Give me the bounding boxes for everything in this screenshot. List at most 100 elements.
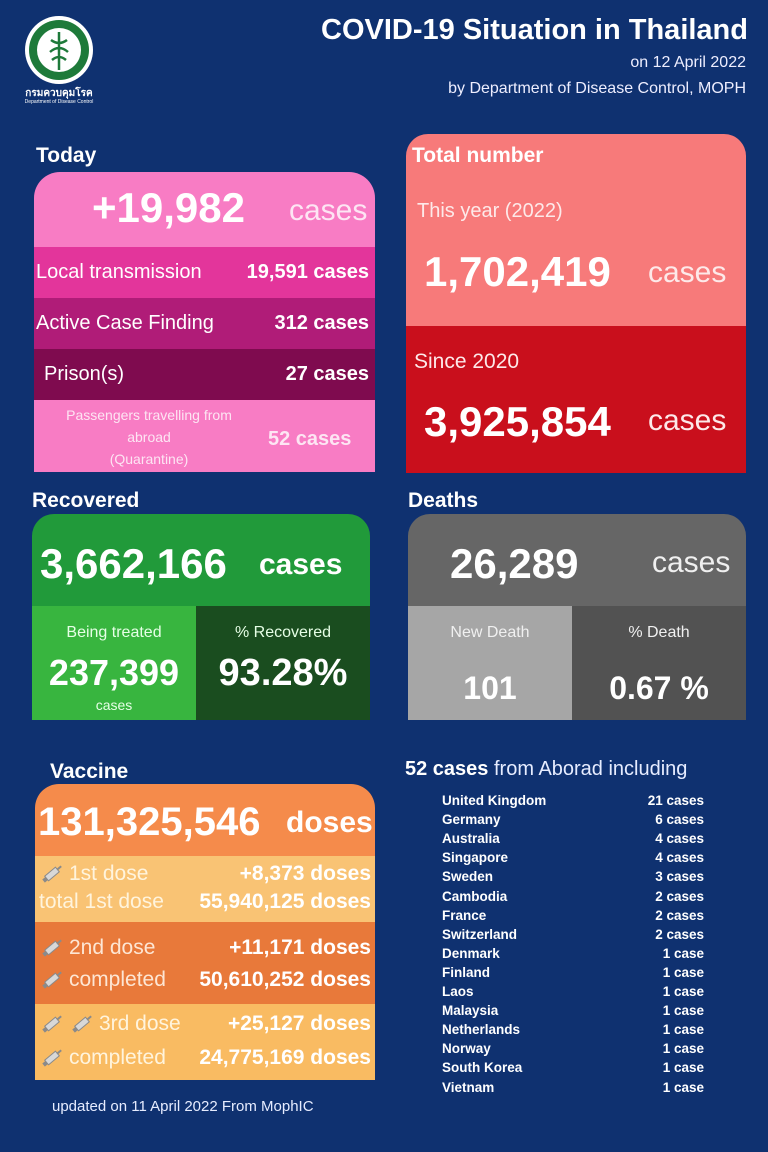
country-row: Sweden 3 cases [442, 869, 704, 884]
dose1-line: 1st dose +8,373 doses [35, 862, 375, 886]
dose1-label-wrap: 1st dose [39, 862, 148, 886]
country-row: Netherlands 1 case [442, 1022, 704, 1037]
country-cases: 1 case [662, 1079, 704, 1095]
pct-death-label: % Death [628, 624, 690, 641]
country-name: Sweden [442, 869, 494, 885]
country-cases: 1 case [662, 1003, 704, 1019]
dose3-total-label: completed [69, 1046, 166, 1069]
dose1-total-value: 55,940,125 doses [199, 890, 371, 913]
total-title: Total number [412, 144, 544, 167]
pct-recovered-label: % Recovered [234, 624, 332, 641]
vaccine-total-panel [35, 784, 375, 856]
country-cases: 2 cases [655, 888, 704, 904]
today-row-label: Local transmission [36, 261, 202, 283]
pct-death-panel [572, 606, 746, 720]
country-name: Malaysia [442, 1003, 499, 1019]
country-name: Cambodia [442, 888, 508, 904]
country-row: Norway 1 case [442, 1041, 704, 1056]
being-treated-label: Being treated [66, 624, 162, 641]
logo-english-text: Department of Disease Control [24, 99, 94, 105]
country-name: Netherlands [442, 1022, 521, 1038]
total-year-panel [406, 134, 746, 326]
dose3-panel: 3rd dose +25,127 doses completed 24,775,… [35, 1004, 375, 1080]
being-treated-unit: cases [95, 697, 133, 713]
country-row: Vietnam 1 case [442, 1080, 704, 1095]
today-row-value: 27 cases [285, 363, 369, 385]
recovered-value: 3,662,166 [40, 540, 227, 587]
total-since-label: Since 2020 [414, 350, 520, 373]
vaccine-updated-note: updated on 11 April 2022 From MophIC [52, 1098, 314, 1115]
recovered-unit: cases [259, 548, 343, 581]
dose2-total-value: 50,610,252 doses [199, 968, 371, 991]
syringe-icon [42, 1049, 62, 1067]
today-row-value: 312 cases [274, 312, 369, 334]
country-name: France [442, 907, 487, 923]
deaths-value: 26,289 [450, 540, 579, 587]
country-cases: 4 cases [655, 831, 704, 847]
page-title: COVID-19 Situation in Thailand [321, 14, 748, 46]
country-row: Laos 1 case [442, 984, 704, 999]
dose3-total-label-wrap: completed [39, 1046, 166, 1070]
pct-recovered-panel [196, 606, 370, 720]
abroad-heading-rest: from Aborad including [493, 758, 688, 780]
country-cases: 1 case [662, 964, 704, 980]
country-name: Switzerland [442, 926, 518, 942]
dose2-label: 2nd dose [69, 936, 156, 959]
country-cases: 3 cases [655, 869, 704, 885]
syringe-icon [42, 1015, 62, 1033]
pct-recovered-value: 93.28% [218, 652, 348, 694]
country-cases: 4 cases [655, 850, 704, 866]
country-cases: 1 case [662, 984, 704, 999]
new-death-panel [408, 606, 572, 720]
today-row-prison: Prison(s) 27 cases [34, 349, 375, 400]
today-row-active: Active Case Finding 312 cases [34, 298, 375, 349]
country-cases: 2 cases [655, 926, 704, 942]
today-row-label: Active Case Finding [36, 312, 214, 334]
syringe-icon [42, 865, 62, 883]
country-row: Germany 6 cases [442, 812, 704, 827]
dose2-total-label-wrap: completed [39, 968, 166, 992]
country-cases: 21 cases [647, 793, 704, 808]
dose2-label-wrap: 2nd dose [39, 936, 155, 960]
dose1-label: 1st dose [69, 862, 149, 885]
country-name: Denmark [442, 945, 500, 961]
dose1-panel: 1st dose +8,373 doses total 1st dose 55,… [35, 856, 375, 922]
dose1-value: +8,373 doses [239, 862, 371, 885]
country-name: Vietnam [442, 1079, 495, 1095]
total-since-unit: cases [648, 404, 727, 437]
country-name: Australia [442, 831, 500, 847]
today-total-unit: cases [289, 194, 368, 227]
vaccine-total-value: 131,325,546 [38, 800, 261, 844]
vaccine-total-unit: doses [286, 806, 373, 839]
total-year-label: This year (2022) [417, 200, 563, 222]
country-row: Finland 1 case [442, 965, 704, 980]
syringe-icon [42, 971, 62, 989]
country-row: United Kingdom 21 cases [442, 793, 704, 808]
syringe-icon [42, 939, 62, 957]
deaths-unit: cases [652, 546, 731, 579]
being-treated-panel [32, 606, 196, 720]
country-cases: 2 cases [655, 907, 704, 923]
source-line: by Department of Disease Control, MOPH [448, 80, 746, 97]
country-cases: 1 case [662, 1060, 704, 1076]
vaccine-title: Vaccine [50, 760, 129, 783]
dose2-total-label: completed [69, 968, 166, 991]
country-cases: 1 case [662, 1022, 704, 1038]
dose3-total-value: 24,775,169 doses [199, 1046, 371, 1069]
country-row: Singapore 4 cases [442, 850, 704, 865]
abroad-heading: 52 cases from Aborad including [405, 758, 687, 781]
deaths-title: Deaths [408, 489, 479, 512]
recovered-panel [32, 514, 370, 606]
passengers-label-line: (Quarantine) [109, 451, 189, 467]
country-row: Cambodia 2 cases [442, 889, 704, 904]
total-since-panel [406, 326, 746, 473]
dose3-line: 3rd dose +25,127 doses [35, 1012, 375, 1036]
dose2-line: 2nd dose +11,171 doses [35, 936, 375, 960]
country-name: Germany [442, 812, 501, 828]
abroad-count: 52 cases [405, 758, 489, 780]
dose2-value: +11,171 doses [229, 936, 371, 959]
country-row: Switzerland 2 cases [442, 927, 704, 942]
dose1-total-line: total 1st dose 55,940,125 doses [35, 890, 375, 914]
country-name: Singapore [442, 850, 509, 866]
new-death-value: 101 [463, 670, 517, 706]
